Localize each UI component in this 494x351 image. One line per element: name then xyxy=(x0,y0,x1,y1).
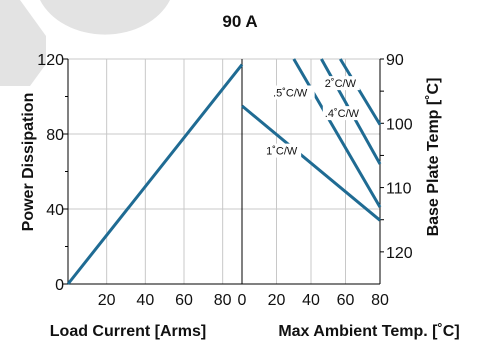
left-x-tick-label: 60 xyxy=(175,292,193,309)
labels: 0 40 80 120 20 40 60 80 0 20 40 60 80 90 100 110 120 2˚C/… xyxy=(37,52,413,309)
left-x-tick-label: 20 xyxy=(98,292,116,309)
right-x-tick-label: 0 xyxy=(238,292,247,309)
right-x-tick-label: 20 xyxy=(268,292,286,309)
left-x-tick-label: 40 xyxy=(136,292,154,309)
thermal-line-5 xyxy=(292,58,382,208)
axes xyxy=(62,58,384,285)
right-y-tick-label: 90 xyxy=(386,52,404,69)
right-x-tick-label: 40 xyxy=(302,292,320,309)
series xyxy=(66,58,382,285)
annotation-label: 1˚C/W xyxy=(266,146,298,158)
annotation-background xyxy=(322,76,360,91)
left-y-tick-label: 0 xyxy=(55,277,64,294)
right-x-tick-label: 60 xyxy=(337,292,355,309)
right-x-axis-title: Max Ambient Temp. [˚C] xyxy=(278,323,459,340)
thermal-line-1 xyxy=(241,104,381,222)
annotation-label: .4˚C/W xyxy=(325,108,360,120)
left-x-axis-title: Load Current [Arms] xyxy=(50,323,206,340)
annotation-label: 2˚C/W xyxy=(325,78,357,90)
right-y-axis-title: Base Plate Temp [˚C] xyxy=(425,78,442,237)
right-y-tick-label: 110 xyxy=(386,181,412,198)
decorative-watermark xyxy=(0,0,170,86)
annotation-background xyxy=(264,143,302,158)
right-x-tick-label: 80 xyxy=(371,292,389,309)
annotation-background xyxy=(271,85,315,100)
right-y-tick-label: 120 xyxy=(386,245,413,262)
right-y-tick-label: 100 xyxy=(386,116,413,133)
left-y-axis-title: Power Dissipation xyxy=(20,93,37,232)
left-y-tick-label: 120 xyxy=(37,52,64,69)
left-y-tick-label: 80 xyxy=(46,127,64,144)
annotation-background xyxy=(322,106,367,121)
thermal-line-2 xyxy=(339,58,382,126)
grid xyxy=(68,58,380,284)
left-y-tick-label: 40 xyxy=(46,202,64,219)
power-dissipation-line xyxy=(66,63,244,285)
left-x-tick-label: 80 xyxy=(214,292,232,309)
chart-title: 90 A xyxy=(222,12,257,31)
annotation-label: .5˚C/W xyxy=(273,88,308,100)
